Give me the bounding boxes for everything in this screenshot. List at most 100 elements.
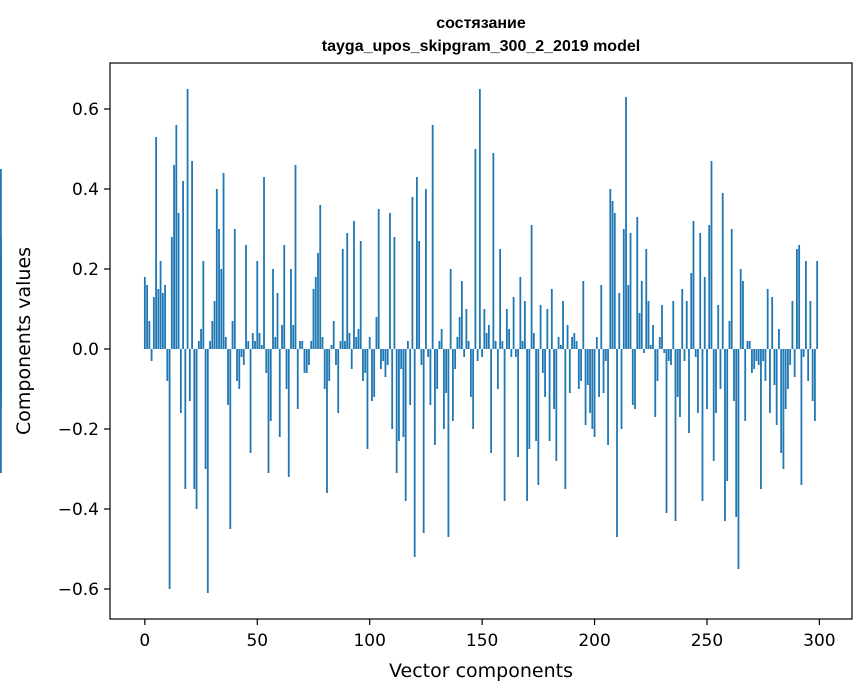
bar (622, 229, 625, 349)
bar (760, 349, 762, 489)
bar (726, 349, 729, 481)
bar (787, 349, 789, 389)
bar (384, 349, 387, 377)
bar (703, 277, 706, 349)
bar (625, 97, 627, 349)
bar (323, 349, 326, 389)
bar (566, 325, 569, 349)
bar (422, 349, 425, 533)
bar (211, 321, 214, 349)
bar (580, 349, 582, 381)
bar (805, 261, 807, 349)
bar (197, 341, 200, 349)
bar (573, 333, 576, 349)
bar (712, 349, 715, 461)
bar (762, 349, 765, 361)
bar (308, 349, 310, 365)
bar (148, 321, 151, 349)
bar (263, 177, 265, 349)
x-axis-ticks: 0 50 100 150 200 250 300 (139, 619, 836, 651)
bar (656, 349, 659, 381)
bar (254, 341, 256, 349)
bar (814, 349, 816, 421)
y-axis-label: Components values (13, 247, 35, 435)
bar (742, 281, 744, 349)
bar (589, 349, 591, 413)
bar (634, 349, 636, 409)
bar (436, 349, 439, 389)
bar (800, 349, 803, 485)
bar (425, 189, 427, 349)
bar (258, 333, 261, 349)
bar (389, 213, 391, 349)
bar (260, 345, 263, 349)
bar (0, 257, 2, 349)
bar (670, 349, 672, 365)
bar (692, 221, 695, 349)
bar (629, 233, 632, 349)
bar (643, 349, 645, 353)
bar (793, 349, 796, 377)
bar (640, 281, 643, 349)
bar (382, 349, 385, 361)
y-tick-label: −0.4 (58, 500, 99, 520)
bar (796, 249, 798, 349)
bar (649, 345, 652, 349)
bar (811, 349, 814, 401)
bar (744, 349, 747, 421)
bar (310, 341, 313, 349)
bar (647, 301, 650, 349)
bar (737, 349, 740, 569)
bar (179, 349, 182, 413)
bar (512, 297, 515, 349)
bar (490, 349, 493, 453)
bar (407, 341, 409, 349)
bar (202, 261, 205, 349)
y-tick-label: 0.2 (72, 260, 99, 280)
bar (467, 341, 470, 349)
bar (348, 333, 351, 349)
bar (330, 345, 333, 349)
bar (575, 341, 578, 349)
bar (341, 249, 344, 349)
bar (710, 161, 713, 349)
bar (593, 349, 596, 437)
bar (532, 333, 535, 349)
bar (294, 165, 297, 349)
bar (314, 277, 317, 349)
bar (778, 329, 780, 349)
bar (537, 349, 540, 485)
bar (386, 349, 389, 365)
bar (175, 125, 178, 349)
bar (485, 333, 488, 349)
bar (798, 245, 801, 349)
bar (483, 309, 486, 349)
bar (694, 349, 697, 357)
bar (191, 161, 193, 349)
bar (753, 349, 756, 369)
bar (780, 349, 783, 453)
bar (679, 349, 681, 417)
bar (447, 349, 450, 537)
bar (375, 317, 378, 349)
bar (557, 337, 560, 349)
bar (168, 349, 171, 589)
bar (674, 349, 677, 521)
bar (157, 289, 160, 349)
bar (269, 349, 272, 421)
y-tick-label: −0.2 (58, 420, 99, 440)
bar (449, 269, 452, 349)
bar (550, 289, 553, 349)
bar (620, 349, 623, 429)
bar (231, 321, 234, 349)
bar (562, 301, 564, 349)
bar (267, 349, 270, 473)
bar (321, 337, 324, 349)
bar (283, 245, 286, 349)
bar (204, 349, 207, 469)
bar (251, 333, 254, 349)
bar (771, 297, 774, 349)
bar (789, 349, 792, 365)
bar (206, 349, 209, 593)
bar (420, 349, 423, 365)
